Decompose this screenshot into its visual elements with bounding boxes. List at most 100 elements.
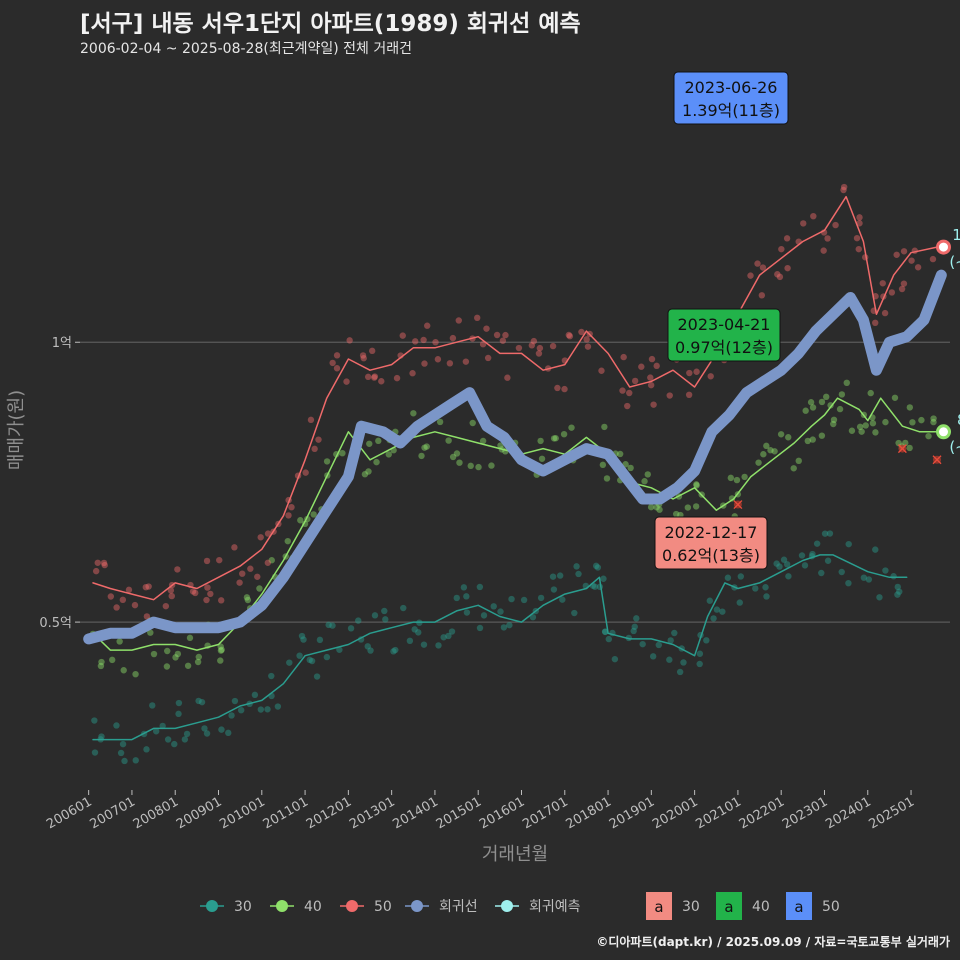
scatter-point-30 <box>591 583 599 590</box>
scatter-point-50 <box>247 565 254 572</box>
scatter-point-30 <box>506 621 513 629</box>
scatter-point-50 <box>840 183 848 191</box>
scatter-point-50 <box>285 512 292 519</box>
scatter-point-30 <box>143 746 150 753</box>
x-tick-label: 200901 <box>174 794 224 832</box>
scatter-point-50 <box>359 352 367 359</box>
scatter-point-30 <box>890 573 897 580</box>
scatter-point-30 <box>763 593 770 600</box>
scatter-point-50 <box>759 264 767 271</box>
scatter-point-50 <box>315 436 322 443</box>
scatter-point-30 <box>783 561 791 568</box>
scatter-point-30 <box>152 728 160 735</box>
scatter-point-50 <box>307 416 315 424</box>
scatter-point-40 <box>906 404 914 411</box>
scatter-point-50 <box>515 344 523 352</box>
scatter-point-40 <box>109 656 116 664</box>
scatter-point-30 <box>838 568 845 576</box>
scatter-point-40 <box>297 517 304 524</box>
scatter-point-50 <box>707 373 714 380</box>
scatter-point-30 <box>355 617 362 624</box>
scatter-point-50 <box>364 373 372 381</box>
scatter-point-40 <box>218 646 225 653</box>
scatter-point-30 <box>159 722 166 730</box>
scatter-point-30 <box>298 632 306 640</box>
end-label-area: (~40㎡) <box>949 438 960 456</box>
scatter-point-40 <box>217 643 224 650</box>
scatter-point-40 <box>692 503 700 510</box>
scatter-point-30 <box>490 603 497 610</box>
scatter-point-40 <box>760 451 767 458</box>
scatter-point-40 <box>116 638 123 645</box>
legend-key-box <box>786 892 812 920</box>
scatter-point-30 <box>826 530 834 537</box>
scatter-point-50 <box>810 212 817 220</box>
scatter-point-30 <box>845 579 852 587</box>
scatter-point-30 <box>406 637 414 645</box>
scatter-point-40 <box>469 419 476 427</box>
legend-key-dot <box>206 900 218 912</box>
series-line-50 <box>92 195 938 601</box>
scatter-point-50 <box>462 358 470 365</box>
scatter-point-40 <box>733 476 741 484</box>
legend-label: 40 <box>752 899 770 915</box>
legend-key-dot <box>346 900 358 912</box>
scatter-point-40 <box>771 448 778 455</box>
scatter-point-30 <box>119 740 127 748</box>
scatter-point-30 <box>573 563 580 570</box>
scatter-point-50 <box>631 377 639 385</box>
scatter-point-30 <box>164 736 172 743</box>
scatter-point-30 <box>325 621 332 629</box>
scatter-point-40 <box>456 459 463 466</box>
scatter-point-50 <box>333 352 341 359</box>
scatter-point-40 <box>930 415 937 422</box>
scatter-point-50 <box>204 584 211 591</box>
scatter-point-30 <box>508 595 515 603</box>
end-label-value: 11,700 <box>952 226 960 244</box>
scatter-point-40 <box>184 662 192 669</box>
scatter-point-40 <box>467 462 474 470</box>
scatter-point-40 <box>599 461 607 469</box>
scatter-point-50 <box>747 272 754 279</box>
scatter-point-30 <box>453 594 460 602</box>
scatter-point-50 <box>203 557 211 565</box>
scatter-point-50 <box>881 309 889 317</box>
scatter-point-30 <box>605 635 613 643</box>
scatter-point-50 <box>455 317 462 324</box>
scatter-point-50 <box>653 362 660 370</box>
scatter-point-30 <box>556 572 564 579</box>
scatter-point-50 <box>333 365 341 372</box>
scatter-point-40 <box>804 437 811 445</box>
scatter-point-50 <box>434 356 442 363</box>
scatter-point-30 <box>549 573 557 580</box>
scatter-point-30 <box>440 634 447 641</box>
scatter-point-30 <box>550 586 558 593</box>
scatter-point-50 <box>856 214 863 221</box>
x-tick-label: 201601 <box>477 794 527 832</box>
legend-label: 회귀예측 <box>529 899 581 915</box>
scatter-point-50 <box>107 593 115 600</box>
scatter-point-50 <box>216 556 223 564</box>
scatter-point-30 <box>329 622 336 629</box>
scatter-point-40 <box>418 452 425 460</box>
scatter-point-50 <box>502 331 509 339</box>
scatter-point-30 <box>559 596 566 603</box>
scatter-point-30 <box>183 730 191 738</box>
scatter-point-30 <box>719 608 726 615</box>
scatter-point-40 <box>802 407 809 414</box>
x-tick-label: 202001 <box>650 794 700 832</box>
scatter-point-30 <box>537 594 545 602</box>
outlier-cross <box>897 444 907 454</box>
scatter-point-40 <box>777 431 785 438</box>
credit-text: ©디아파트(dapt.kr) / 2025.09.09 / 자료=국토교통부 실… <box>596 935 950 949</box>
scatter-point-30 <box>98 733 105 740</box>
scatter-point-40 <box>120 667 127 674</box>
scatter-point-30 <box>773 560 780 567</box>
scatter-point-30 <box>411 626 418 633</box>
scatter-point-40 <box>373 458 380 466</box>
scatter-point-50 <box>125 586 133 594</box>
scatter-point-40 <box>164 647 171 655</box>
scatter-point-40 <box>795 457 802 465</box>
scatter-point-30 <box>798 552 806 559</box>
scatter-point-40 <box>244 596 252 604</box>
